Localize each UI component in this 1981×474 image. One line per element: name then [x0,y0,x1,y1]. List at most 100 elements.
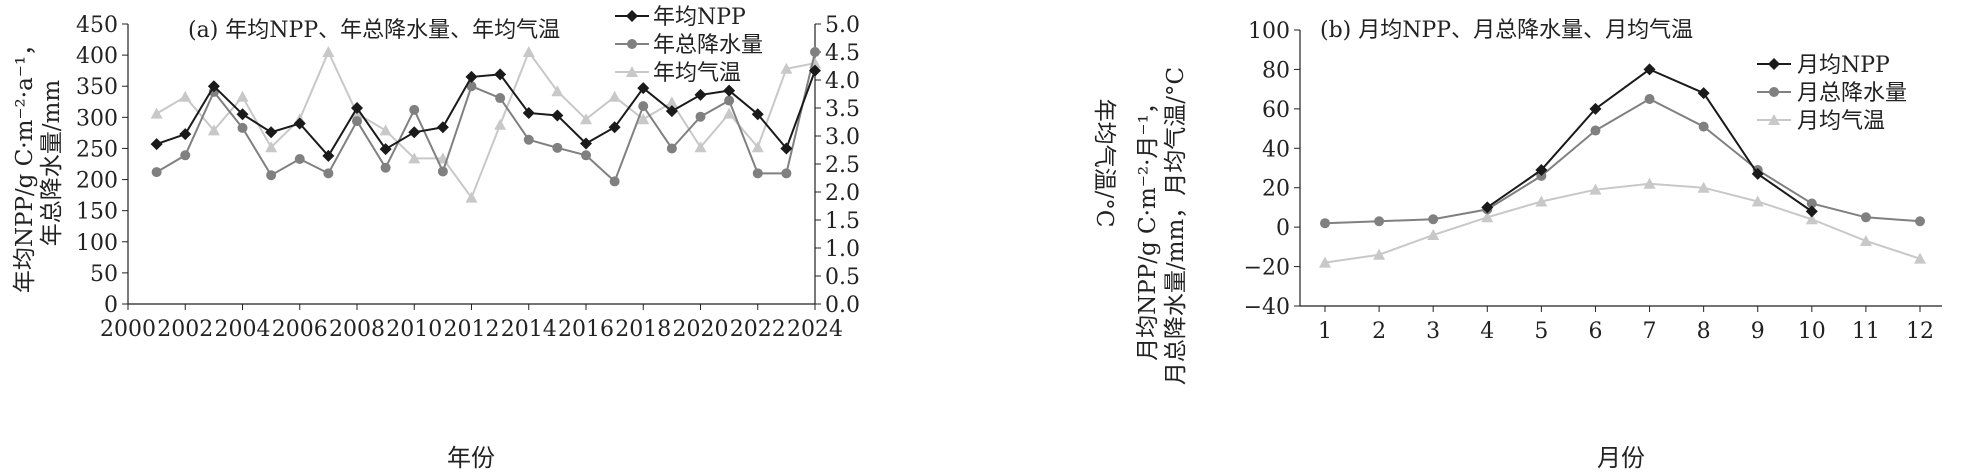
chart-b-data-point [1319,256,1331,268]
chart-b-data-point [1589,102,1602,115]
chart-b-data-point [1697,181,1710,193]
chart-panel-b: (b) 月均NPP、月总降水量、月均气温 月份 月均NPP/g C·m⁻²·月⁻… [1135,18,1942,472]
chart-a-x-tick-label: 2014 [501,317,557,342]
chart-a-data-point [495,93,506,104]
chart-b-legend-marker [1768,58,1780,70]
chart-a-data-point [179,90,192,102]
chart-a-data-point [150,138,163,151]
chart-a-x-tick-label: 2016 [558,317,614,342]
chart-a-data-point [266,170,277,181]
chart-a-legend-marker [626,10,638,22]
chart-b-x-tick-label: 8 [1697,319,1711,344]
chart-b-x-tick-label: 3 [1426,319,1440,344]
chart-a-data-point [180,150,191,161]
chart-a-data-point [665,96,678,108]
chart-a-data-point [810,47,820,57]
chart-a-data-point [207,80,220,93]
chart-b-data-point [1805,205,1818,218]
chart-b-x-tick-label: 5 [1534,319,1548,344]
chart-b-data-point [1698,121,1709,132]
chart-b-data-point [1481,211,1494,223]
chart-b-y-tick-label: −40 [1244,295,1290,320]
chart-b-x-tick-label: 4 [1480,319,1494,344]
chart-b-title: (b) 月均NPP、月总降水量、月均气温 [1320,18,1693,43]
chart-a-xlabel: 年份 [447,444,495,472]
chart-a-x-tick-label: 2024 [787,317,843,342]
chart-a-data-point [494,68,507,81]
chart-a-ylabel-line2: 年总降水量/mm [39,80,65,247]
chart-b-x-tick-label: 12 [1906,319,1934,344]
chart-a-data-point [522,46,535,57]
chart-a-data-point [409,104,420,115]
chart-a-legend-label: 年均气温 [653,61,741,86]
chart-a-x-tick-label: 2004 [215,317,271,342]
chart-b-y-tick-label: 100 [1248,19,1290,44]
chart-a-legend-label: 年总降水量 [653,33,763,58]
chart-b-data-point [1697,87,1710,100]
chart-b-ylabel-line2: 月总降水量/mm，月均气温/°C [1163,67,1189,385]
chart-b-series-2 [1319,177,1926,268]
chart-b-x-tick-label: 2 [1372,319,1386,344]
chart-a-data-point [666,143,677,154]
chart-a-data-point [609,176,620,187]
chart-a-series-1 [151,47,820,187]
chart-b-axes [1294,29,1942,312]
chart-a-data-point [781,168,792,179]
chart-a-data-point [752,168,763,179]
chart-a-data-point [465,70,478,83]
chart-b-data-point [1644,94,1655,104]
chart-a-data-point [580,137,592,150]
chart-a-data-point [466,81,477,92]
chart-a-data-point [695,111,706,122]
chart-a-x-tick-label: 2018 [615,317,671,342]
chart-a-y-tick-label: 0 [104,293,118,318]
chart-a-data-point [207,124,220,136]
chart-a-data-point [552,142,563,153]
chart-a-data-point [809,64,821,77]
chart-a-title: (a) 年均NPP、年总降水量、年均气温 [188,18,560,43]
chart-a-y-tick-label: 300 [76,106,118,131]
chart-a-y2label: 年均气温/°C [1091,99,1117,228]
chart-b-ylabel-line1: 月均NPP/g C·m⁻²·月⁻¹， [1135,91,1161,361]
chart-b-data-point [1859,234,1872,246]
chart-a-data-point [265,141,278,153]
chart-a-y2-tick-label: 3.5 [825,97,860,122]
chart-a-y2-tick-label: 3.0 [825,125,860,150]
chart-a-legend-marker [627,39,637,49]
chart-a-y-tick-label: 100 [76,231,118,256]
chart-panel-a: (a) 年均NPP、年总降水量、年均气温 年份 年均NPP/g C·m⁻²·a⁻… [12,5,1117,472]
chart-b-data-point [1643,177,1656,189]
chart-b-data-point [1589,183,1602,195]
chart-b-series-1 [1320,94,1925,229]
chart-a-data-point [694,88,707,101]
chart-a-x-tick-label: 2010 [386,317,442,342]
chart-a-data-point [352,116,362,127]
chart-b-legend-label: 月均气温 [1797,109,1885,134]
chart-b-legend-label: 月总降水量 [1797,81,1907,106]
chart-a-data-point [637,82,650,95]
chart-a-data-point [236,108,249,121]
chart-b-data-point [1535,195,1548,207]
chart-b-x-tick-label: 1 [1318,319,1332,344]
chart-b-legend-label: 月均NPP [1797,53,1890,78]
chart-b-data-point [1915,216,1925,227]
chart-a-series-line [156,49,816,200]
chart-a-data-point [751,141,764,153]
chart-a-data-point [551,109,564,122]
chart-a-x-tick-label: 2022 [730,317,786,342]
chart-b-data-point [1751,195,1764,207]
chart-a-data-point [436,121,449,134]
chart-a-series-0 [150,64,821,162]
chart-b-data-point [1428,214,1439,225]
chart-a-data-point [236,90,249,102]
chart-b-x-tick-label: 9 [1751,319,1765,344]
chart-a-y-tick-label: 200 [76,169,118,194]
chart-b-y-tick-label: −20 [1244,256,1290,281]
chart-a-data-point [379,143,392,156]
chart-a-y-tick-label: 250 [76,137,118,162]
chart-a-data-point [179,128,192,141]
chart-a-ylabel-line1: 年均NPP/g C·m⁻²·a⁻¹， [12,33,38,293]
